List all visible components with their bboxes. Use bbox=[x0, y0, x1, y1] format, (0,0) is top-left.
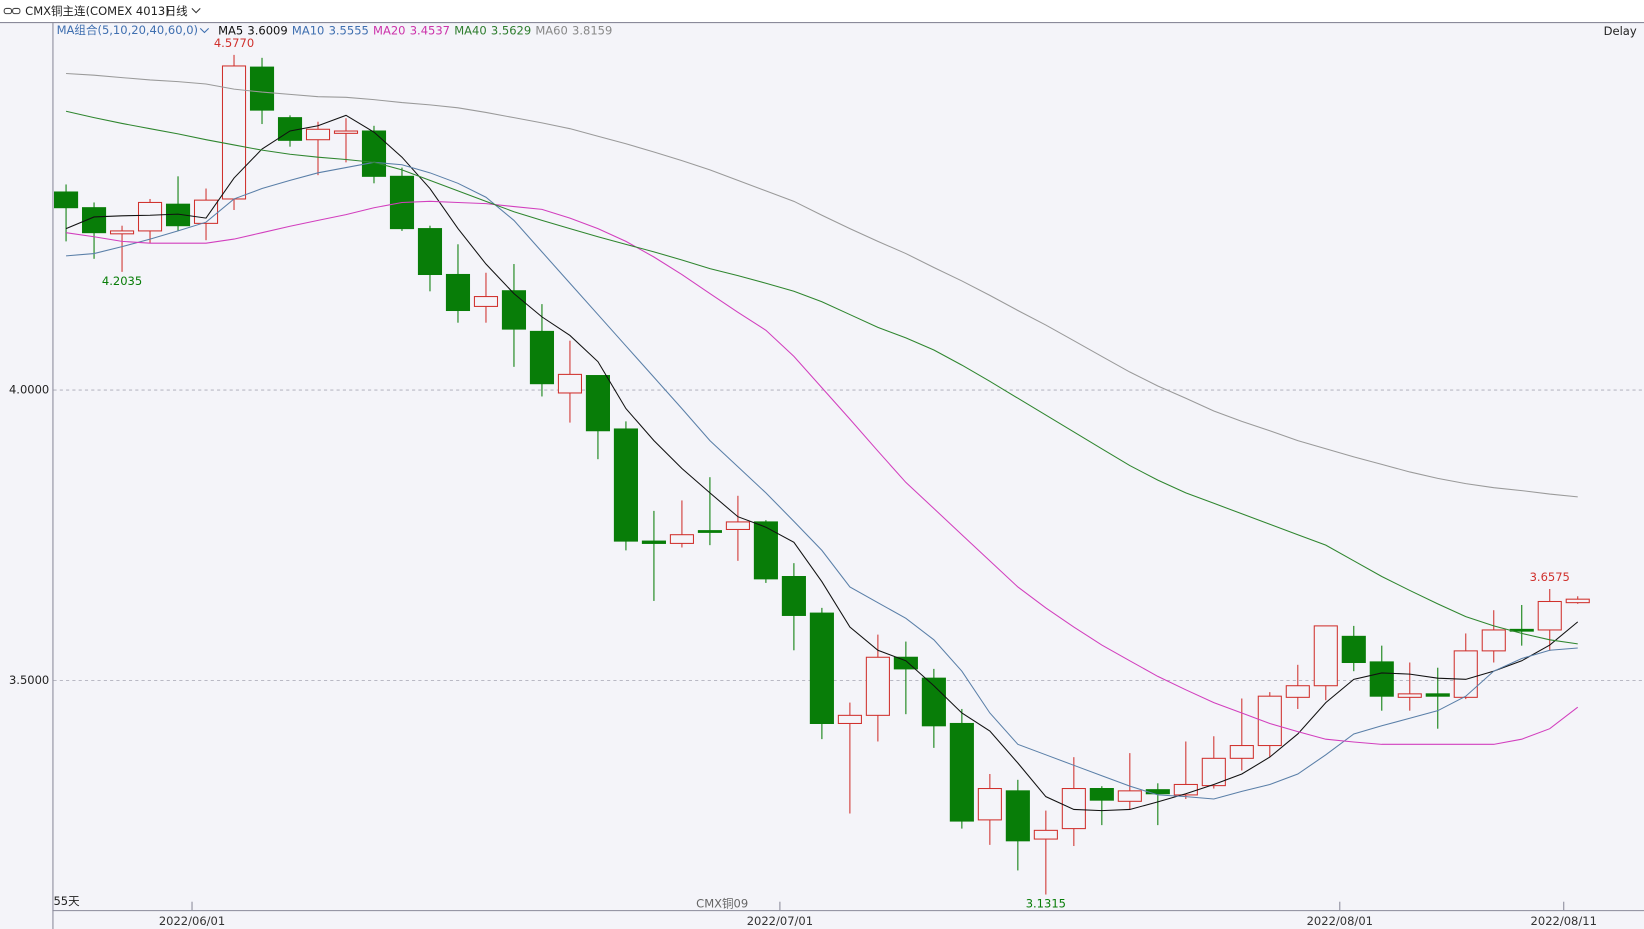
candle-body bbox=[1201, 757, 1226, 787]
y-tick-label: 4.0000 bbox=[9, 383, 49, 397]
legend-value: 3.8159 bbox=[572, 23, 612, 37]
candle-body bbox=[1369, 661, 1394, 697]
legend-name: MA5 bbox=[218, 23, 243, 37]
candles: 4.2035 4.5770 3.1315 3.6575 bbox=[53, 36, 1590, 910]
legend-title[interactable]: MA组合(5,10,20,40,60,0) bbox=[57, 23, 198, 37]
candle-body bbox=[417, 228, 443, 276]
candle-body bbox=[669, 534, 694, 544]
low-label: 4.2035 bbox=[102, 274, 142, 288]
high-label: 3.6575 bbox=[1530, 570, 1570, 584]
contract-label: CMX铜09 bbox=[696, 896, 748, 910]
high-label: 4.5770 bbox=[214, 36, 254, 50]
candle-body bbox=[1033, 829, 1058, 840]
candle-body bbox=[725, 521, 750, 530]
candle-body bbox=[1481, 629, 1506, 652]
legend-entry[interactable]: MA5 3.6009 bbox=[218, 23, 288, 37]
candle-body bbox=[445, 273, 471, 312]
legend-name: MA40 bbox=[454, 23, 486, 37]
candle-body bbox=[501, 290, 527, 330]
legend-entry[interactable]: MA20 3.4537 bbox=[373, 23, 450, 37]
legend-entry[interactable]: MA10 3.5555 bbox=[292, 23, 369, 37]
ma-line bbox=[65, 200, 1579, 745]
legend-name: MA60 bbox=[535, 23, 567, 37]
icon-part bbox=[3, 7, 13, 15]
candle-body bbox=[613, 428, 638, 542]
candle-body bbox=[1005, 790, 1030, 842]
ma-line bbox=[66, 73, 1578, 498]
ma-line bbox=[65, 114, 1579, 812]
candle-body bbox=[1537, 600, 1562, 631]
candle-body bbox=[333, 130, 359, 134]
candle-body bbox=[949, 722, 974, 822]
x-tick-label: 2022/08/11 bbox=[1531, 914, 1597, 928]
legend-value: 3.6009 bbox=[247, 23, 287, 37]
candle-body bbox=[753, 521, 778, 580]
x-tick-label: 2022/06/01 bbox=[159, 914, 225, 928]
candle-body bbox=[305, 128, 331, 141]
candle-body bbox=[809, 612, 834, 724]
candle-body bbox=[977, 788, 1002, 821]
candle-body bbox=[249, 66, 275, 111]
candle-body bbox=[1397, 693, 1422, 698]
candle-body bbox=[529, 330, 555, 385]
candle-body bbox=[921, 677, 946, 727]
ma-line bbox=[66, 161, 1578, 800]
candle-body bbox=[1117, 790, 1142, 802]
candle-body bbox=[781, 575, 806, 616]
candle-body bbox=[1229, 745, 1254, 759]
candle-body bbox=[1285, 685, 1310, 698]
chart-title: CMX铜主连(COMEX 4013) bbox=[25, 4, 170, 18]
candle-body bbox=[1341, 635, 1366, 664]
candle-body bbox=[361, 130, 387, 177]
legend-value: 3.5629 bbox=[491, 23, 531, 37]
candle-body bbox=[1061, 788, 1086, 830]
candle-body bbox=[1453, 650, 1478, 698]
dropdown-arrow[interactable] bbox=[199, 27, 210, 34]
delay-label: Delay bbox=[1604, 24, 1637, 38]
candle-body bbox=[893, 656, 918, 670]
period-selector[interactable]: 日线 bbox=[165, 4, 189, 18]
candle-body bbox=[221, 65, 247, 200]
link-icon[interactable] bbox=[3, 7, 21, 15]
candle-body bbox=[1565, 598, 1590, 604]
candle-body bbox=[81, 207, 107, 234]
legend-value: 3.5555 bbox=[329, 23, 369, 37]
candle-body bbox=[53, 191, 79, 209]
candle-body bbox=[137, 201, 163, 232]
low-label: 3.1315 bbox=[1026, 896, 1066, 910]
candle-body bbox=[1145, 789, 1170, 795]
candle-body bbox=[837, 714, 862, 724]
candle-body bbox=[865, 656, 890, 716]
ma-line bbox=[65, 110, 1578, 645]
candle-body bbox=[1313, 625, 1338, 687]
candle-body bbox=[109, 230, 135, 235]
legend-name: MA10 bbox=[292, 23, 324, 37]
x-tick-label: 2022/07/01 bbox=[747, 914, 813, 928]
top-bar bbox=[0, 0, 1644, 23]
legend-entry[interactable]: MA60 3.8159 bbox=[535, 23, 612, 37]
dropdown-arrow[interactable] bbox=[191, 8, 201, 14]
legend-name: MA20 bbox=[373, 23, 405, 37]
candle-body bbox=[697, 530, 722, 533]
candle-body bbox=[193, 199, 219, 224]
candle-body bbox=[557, 373, 583, 394]
icon-part bbox=[12, 7, 21, 15]
candle-body bbox=[1425, 693, 1450, 697]
candle-body bbox=[1089, 788, 1114, 801]
candle-body bbox=[473, 296, 499, 307]
y-tick-label: 3.5000 bbox=[9, 673, 49, 687]
legend-entry[interactable]: MA40 3.5629 bbox=[454, 23, 531, 37]
x-tick-label: 2022/08/01 bbox=[1307, 914, 1373, 928]
candle-body bbox=[1257, 695, 1282, 747]
legend-value: 3.4537 bbox=[410, 23, 450, 37]
candle-body bbox=[641, 540, 666, 544]
candle-body bbox=[585, 375, 610, 432]
bar-count: 55天 bbox=[53, 894, 80, 908]
